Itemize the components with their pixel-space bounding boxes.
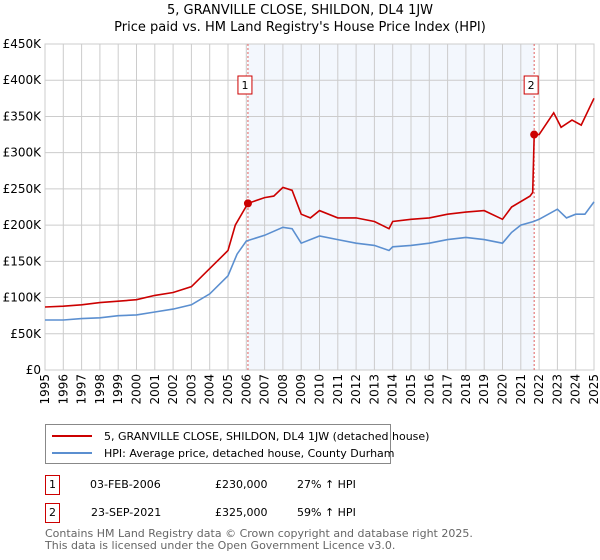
legend-item-property: 5, GRANVILLE CLOSE, SHILDON, DL4 1JW (de… <box>46 428 429 444</box>
x-tick-label: 2012 <box>349 374 363 405</box>
legend-swatch-red <box>52 435 92 437</box>
chart-subtitle: Price paid vs. HM Land Registry's House … <box>114 20 486 35</box>
sale-badge: 1 <box>45 475 60 495</box>
x-tick-label: 2008 <box>276 374 290 405</box>
x-tick-label: 1995 <box>38 374 52 405</box>
x-tick-label: 2021 <box>514 374 528 405</box>
x-tick-label: 2024 <box>569 374 583 405</box>
x-tick-label: 1998 <box>93 374 107 405</box>
sale-badge: 2 <box>45 503 60 523</box>
x-tick-label: 2018 <box>459 374 473 405</box>
sale-delta: 59% ↑ HPI <box>297 506 356 519</box>
x-tick-label: 2016 <box>422 374 436 405</box>
x-tick-label: 2017 <box>441 374 455 405</box>
y-tick-label: £250K <box>3 182 43 196</box>
legend-label: HPI: Average price, detached house, Coun… <box>104 446 395 460</box>
sale-delta: 27% ↑ HPI <box>297 478 356 491</box>
x-tick-label: 2003 <box>184 374 198 405</box>
sale-label: 1 <box>241 79 248 92</box>
sale-label-box <box>523 75 539 95</box>
series-line <box>45 201 595 321</box>
x-tick-label: 2011 <box>331 374 345 405</box>
x-tick-label: 1996 <box>56 374 70 405</box>
sale-date: 23-SEP-2021 <box>91 506 162 519</box>
footer-line: This data is licensed under the Open Gov… <box>45 539 396 552</box>
legend-swatch-blue <box>52 452 92 454</box>
x-tick-label: 2000 <box>130 374 144 405</box>
footer: Contains HM Land Registry data © Crown c… <box>45 528 473 552</box>
sale-label-box <box>237 75 253 95</box>
chart-title: 5, GRANVILLE CLOSE, SHILDON, DL4 1JW <box>166 3 434 18</box>
x-tick-label: 2025 <box>587 374 600 405</box>
sale-point <box>243 199 252 208</box>
sale-price: £325,000 <box>215 506 268 519</box>
footer-line: Contains HM Land Registry data © Crown c… <box>45 527 473 540</box>
x-tick-label: 2001 <box>148 374 162 405</box>
y-tick-label: £200K <box>3 218 43 232</box>
x-tick-label: 2023 <box>550 374 564 405</box>
x-tick-label: 1999 <box>111 374 125 405</box>
price-chart: £0 £50K £100K £150K £200K £250K £300K £350K £400… <box>3 37 600 405</box>
sale-row: 2 23-SEP-2021 £325,000 59% ↑ HPI <box>45 503 445 523</box>
x-tick-label: 2020 <box>496 374 510 405</box>
x-tick-label: 2013 <box>367 374 381 405</box>
x-tick-label: 2002 <box>166 374 180 405</box>
plot-frame <box>44 43 595 371</box>
x-tick-label: 2015 <box>404 374 418 405</box>
y-tick-label: £300K <box>3 146 43 160</box>
y-tick-label: £400K <box>3 73 43 87</box>
legend-item-hpi: HPI: Average price, detached house, Coun… <box>46 445 395 461</box>
x-tick-label: 1997 <box>75 374 89 405</box>
x-tick-label: 2014 <box>386 374 400 405</box>
x-tick-label: 2019 <box>477 374 491 405</box>
shaded-ownership-period <box>247 44 535 370</box>
x-tick-label: 2005 <box>221 374 235 405</box>
sale-point <box>530 130 539 139</box>
sale-price: £230,000 <box>215 478 268 491</box>
y-tick-label: £0 <box>26 363 41 377</box>
legend-label: 5, GRANVILLE CLOSE, SHILDON, DL4 1JW (de… <box>104 429 430 443</box>
x-tick-label: 2022 <box>532 374 546 405</box>
sale-label: 2 <box>528 79 535 92</box>
y-tick-label: £100K <box>3 291 43 305</box>
x-tick-label: 2006 <box>239 374 253 405</box>
y-tick-label: £150K <box>3 254 43 268</box>
x-tick-label: 2007 <box>258 374 272 405</box>
x-tick-label: 2010 <box>313 374 327 405</box>
sale-row: 1 03-FEB-2006 £230,000 27% ↑ HPI <box>45 475 445 495</box>
x-tick-label: 2004 <box>203 374 217 405</box>
y-tick-label: £50K <box>10 327 42 341</box>
series-line <box>44 97 595 308</box>
sale-date: 03-FEB-2006 <box>90 478 161 491</box>
y-tick-label: £350K <box>3 109 43 123</box>
x-tick-label: 2009 <box>294 374 308 405</box>
legend: 5, GRANVILLE CLOSE, SHILDON, DL4 1JW (de… <box>45 424 429 464</box>
y-tick-label: £450K <box>3 37 43 51</box>
